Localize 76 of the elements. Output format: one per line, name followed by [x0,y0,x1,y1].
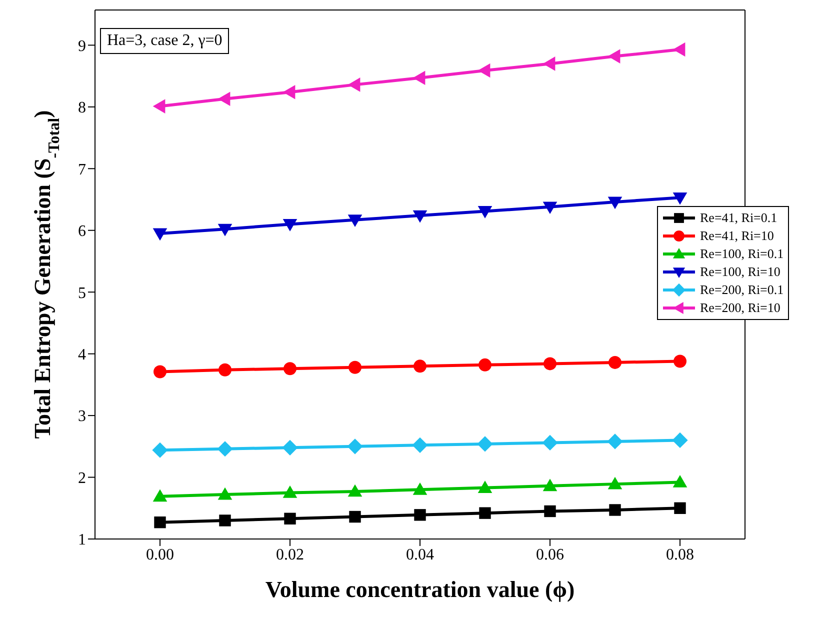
point [542,56,556,71]
legend-label: Re=200, Ri=0.1 [700,282,784,298]
point [152,489,168,502]
y-tick-label: 1 [78,532,86,549]
point [282,218,298,232]
legend-label: Re=41, Ri=10 [700,228,774,244]
y-tick-label: 7 [78,161,86,178]
y-tick-label: 5 [78,284,86,302]
y-tick-label: 4 [78,346,86,364]
point [152,228,168,241]
point [609,504,621,516]
point [607,434,623,450]
point [284,512,296,524]
point [412,70,426,86]
point [282,440,298,456]
point [219,514,231,526]
point [479,507,491,519]
point [348,484,362,497]
point [608,49,620,64]
x-tick-label: 0.02 [276,546,304,564]
x-tick-label: 0.06 [536,546,564,564]
point [608,196,622,210]
point [674,354,686,368]
y-tick-label: 3 [78,408,86,426]
point [284,362,296,376]
y-tick-label: 8 [78,100,86,117]
point [154,516,166,528]
legend-label: Re=41, Ri=0.1 [700,210,778,226]
y-tick-label: 2 [78,470,86,487]
point [348,360,362,374]
point [218,487,232,500]
point [414,360,426,373]
point [544,505,556,518]
point [672,42,686,57]
point [218,92,230,106]
point [282,486,298,498]
point [542,202,558,214]
point [478,480,492,493]
point [282,84,296,100]
point [478,206,492,218]
x-tick-label: 0.08 [666,546,694,564]
point [412,482,428,495]
point [152,99,166,114]
point [217,441,233,457]
point [608,356,622,369]
point [672,475,688,488]
point [218,363,232,376]
point [478,63,490,78]
legend-label: Re=100, Ri=10 [700,264,780,280]
point [478,358,492,372]
point [477,436,493,452]
point [608,476,622,490]
x-axis-title: Volume concentration value (ϕ) [265,577,575,602]
point [347,438,363,454]
legend-label: Re=100, Ri=0.1 [700,246,784,262]
x-tick-label: 0.04 [406,546,434,564]
point [154,365,166,378]
point [348,214,362,228]
y-tick-label: 9 [78,38,86,55]
point [414,509,426,521]
point [348,78,360,92]
legend-label: Re=200, Ri=10 [700,300,780,316]
point [542,434,558,451]
point [412,437,428,453]
annotation: Ha=3, case 2, γ=0 [100,28,230,54]
y-tick-label: 6 [78,223,86,240]
point [349,510,361,523]
point [542,478,558,492]
point [674,502,686,514]
point [412,210,428,223]
point [152,442,168,458]
point [544,357,556,370]
point [672,192,688,205]
point [218,224,232,236]
point [672,432,688,448]
x-tick-label: 0.00 [146,546,174,564]
